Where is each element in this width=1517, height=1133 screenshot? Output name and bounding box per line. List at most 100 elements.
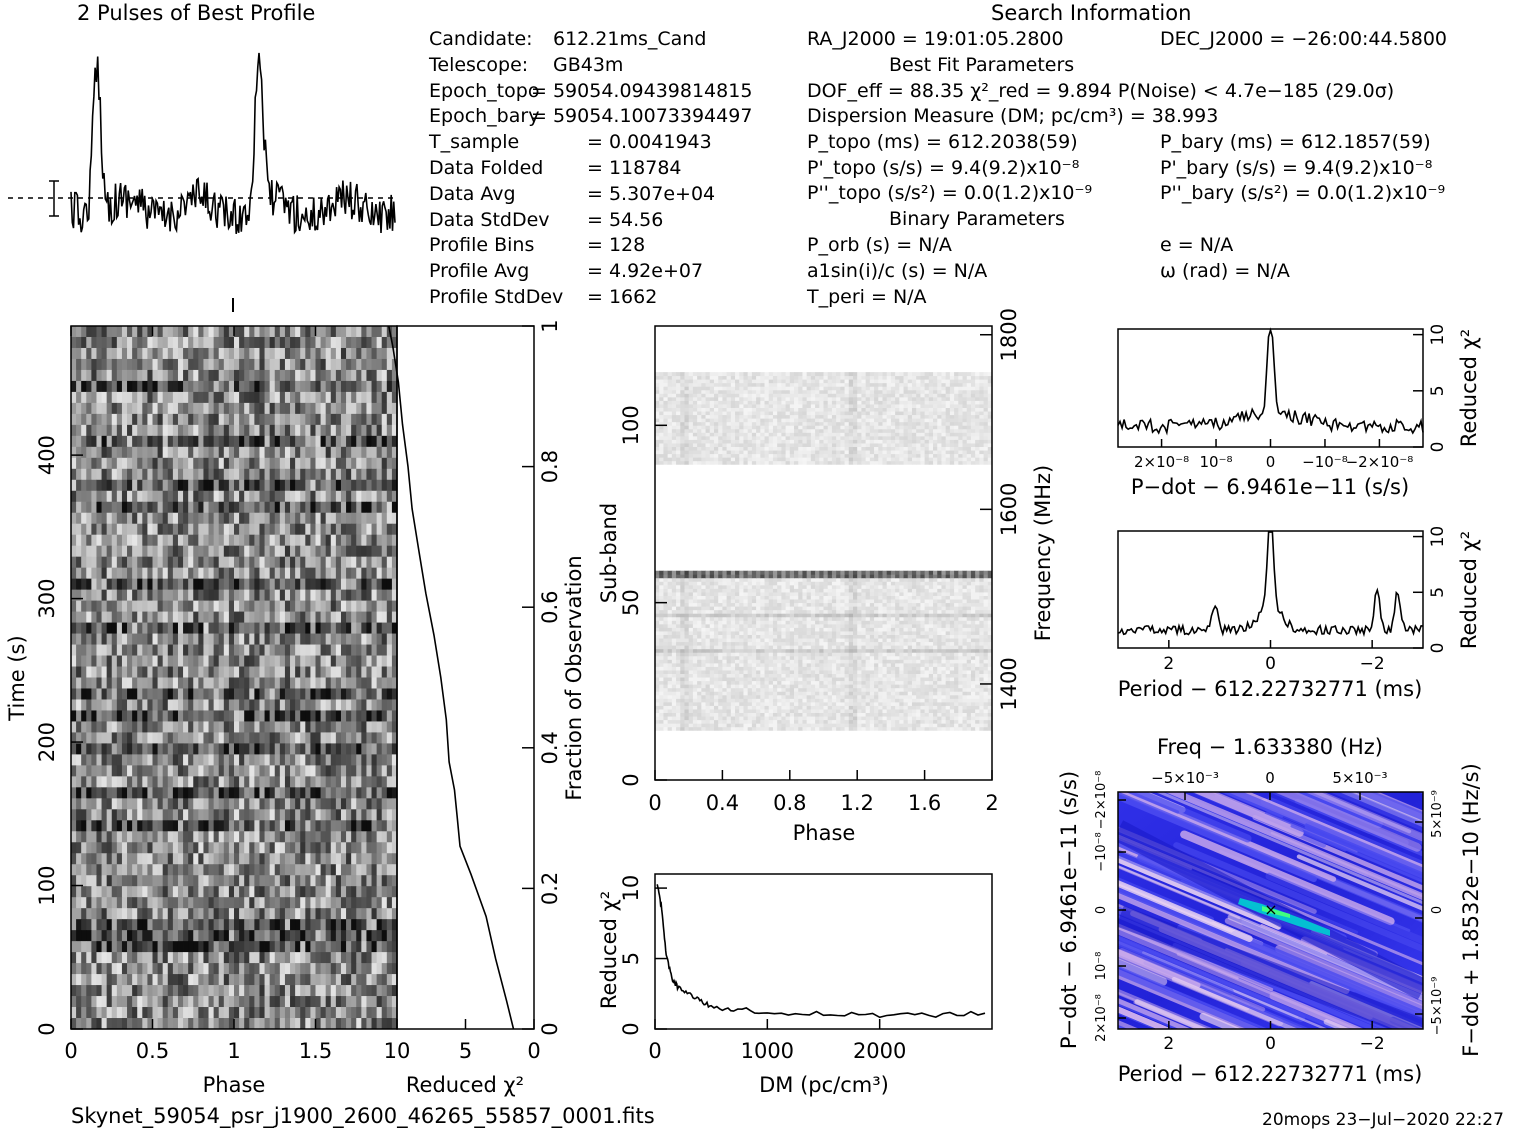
subband-cell: [798, 709, 803, 714]
time-phase-cell: [111, 622, 118, 634]
time-phase-cell: [203, 776, 209, 788]
time-phase-cell: [351, 677, 357, 689]
subband-cell: [756, 726, 761, 731]
subband-cell: [718, 709, 723, 714]
time-phase-cell: [218, 457, 225, 470]
time-phase-cell: [300, 512, 306, 525]
subband-cell: [713, 719, 719, 724]
subband-cell: [781, 726, 786, 731]
time-phase-cell: [167, 699, 174, 711]
subband-cell: [785, 709, 791, 714]
time-phase-cell: [228, 402, 235, 415]
time-phase-cell: [295, 347, 301, 360]
subband-cell: [655, 705, 660, 710]
time-phase-cell: [116, 974, 123, 986]
time-phase-cell: [203, 369, 209, 382]
time-phase-cell: [300, 875, 306, 887]
time-phase-cell: [295, 886, 301, 898]
time-phase-cell: [157, 347, 164, 360]
time-phase-cell: [208, 326, 215, 338]
time-phase-cell: [361, 787, 367, 799]
time-phase-cell: [111, 600, 118, 612]
time-phase-cell: [198, 369, 204, 382]
time-phase-cell: [147, 1007, 153, 1019]
time-phase-cell: [167, 721, 174, 733]
time-phase-cell: [193, 501, 199, 514]
time-phase-cell: [279, 655, 286, 667]
time-phase-cell: [249, 622, 255, 634]
time-phase-cell: [218, 886, 225, 898]
time-phase-cell: [203, 1007, 209, 1019]
time-phase-cell: [335, 424, 342, 437]
subband-cell: [848, 709, 854, 714]
time-phase-cell: [86, 710, 92, 722]
time-phase-cell: [340, 864, 347, 876]
time-phase-cell: [254, 710, 260, 722]
time-phase-cell: [320, 974, 327, 986]
time-phase-cell: [305, 413, 311, 426]
subband-cell: [768, 712, 774, 717]
time-phase-cell: [335, 622, 342, 634]
time-phase-cell: [157, 567, 164, 580]
time-phase-cell: [320, 402, 327, 415]
subband-cell: [852, 709, 858, 714]
subband-cell: [747, 691, 753, 696]
time-phase-cell: [142, 765, 148, 777]
time-phase-cell: [177, 369, 184, 382]
time-phase-cell: [188, 589, 194, 602]
time-phase-cell: [290, 897, 296, 909]
subband-cell: [911, 694, 917, 699]
time-phase-cell: [203, 831, 209, 843]
time-phase-cell: [213, 886, 220, 898]
subband-cell: [676, 701, 681, 706]
time-phase-cell: [315, 347, 321, 360]
time-phase-cell: [101, 446, 108, 459]
time-phase-cell: [203, 523, 209, 536]
time-phase-cell: [386, 941, 393, 953]
time-phase-cell: [167, 985, 174, 997]
time-phase-cell: [111, 688, 118, 700]
time-phase-cell: [116, 1007, 123, 1019]
time-phase-cell: [335, 1007, 342, 1019]
time-phase-cell: [269, 941, 276, 953]
time-phase-cell: [264, 963, 271, 975]
subband-cell: [789, 709, 795, 714]
time-phase-cell: [234, 743, 240, 755]
time-phase-cell: [203, 699, 209, 711]
time-phase-cell: [203, 479, 209, 492]
subband-cell: [798, 698, 803, 703]
time-phase-cell: [142, 358, 148, 371]
time-phase-cell: [223, 787, 230, 799]
time-phase-cell: [213, 897, 220, 909]
time-phase-cell: [121, 842, 128, 854]
time-phase-cell: [167, 358, 174, 371]
time-phase-cell: [244, 347, 250, 360]
time-phase-cell: [152, 512, 158, 525]
subband-cell: [684, 698, 690, 703]
time-phase-cell: [305, 732, 311, 744]
time-phase-cell: [193, 413, 199, 426]
time-phase-cell: [177, 501, 184, 514]
time-phase-cell: [320, 831, 327, 843]
subband-cell: [848, 705, 854, 710]
time-phase-cell: [239, 765, 245, 777]
time-phase-cell: [381, 611, 388, 623]
time-phase-cell: [315, 985, 321, 997]
time-phase-cell: [86, 875, 92, 887]
time-phase-cell: [315, 765, 321, 777]
time-phase-cell: [213, 611, 220, 623]
subband-cell: [747, 726, 753, 731]
time-phase-cell: [137, 941, 143, 953]
time-phase-cell: [366, 996, 372, 1008]
time-phase-cell: [346, 534, 352, 547]
time-phase-cell: [259, 699, 265, 711]
time-phase-cell: [208, 468, 215, 481]
time-phase-cell: [305, 424, 311, 437]
time-phase-cell: [300, 776, 306, 788]
time-phase-cell: [147, 710, 153, 722]
time-phase-cell: [167, 512, 174, 525]
time-phase-cell: [371, 589, 378, 602]
time-phase-cell: [152, 765, 158, 777]
time-phase-cell: [234, 765, 240, 777]
time-phase-cell: [111, 787, 118, 799]
